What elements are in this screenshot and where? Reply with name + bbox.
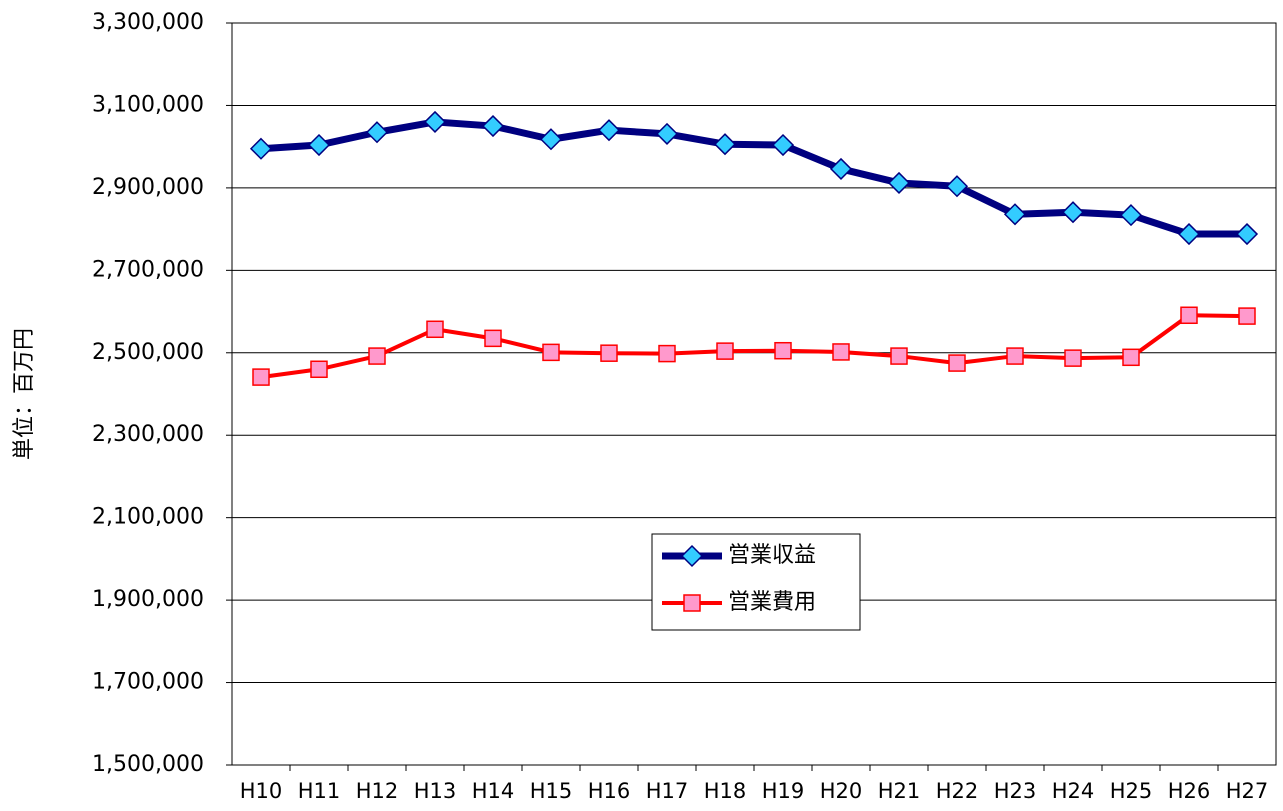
legend-label: 営業収益: [728, 543, 816, 568]
diamond-marker: [1003, 203, 1027, 226]
y-tick-label: 3,300,000: [92, 10, 204, 35]
legend-box: [651, 533, 861, 631]
diamond-marker: [365, 121, 389, 144]
legend-marker: [680, 544, 704, 568]
diamond-marker: [249, 137, 273, 160]
y-tick-label: 2,100,000: [92, 505, 204, 530]
diamond-marker: [713, 133, 737, 156]
square-marker: [1006, 347, 1024, 365]
legend-label: 営業費用: [728, 590, 816, 615]
diamond-marker: [1235, 222, 1259, 246]
square-marker: [1238, 307, 1256, 325]
y-tick-label: 2,700,000: [92, 257, 204, 282]
x-tick-label: H17: [646, 779, 689, 803]
square-marker: [484, 329, 502, 348]
square-marker: [310, 360, 328, 379]
square-marker: [948, 354, 966, 372]
series-line: [260, 313, 1248, 380]
x-tick-label: H11: [298, 779, 341, 803]
square-marker: [832, 343, 850, 361]
y-tick-label: 1,500,000: [92, 752, 204, 777]
x-tick-label: H15: [530, 779, 573, 803]
diamond-marker: [597, 119, 621, 142]
x-tick-label: H13: [414, 779, 457, 803]
diamond-marker: [771, 133, 795, 157]
diamond-marker: [945, 175, 969, 198]
y-tick-label: 1,700,000: [92, 670, 204, 695]
plot-border: [231, 22, 1277, 766]
x-tick-label: H18: [704, 779, 747, 803]
x-tick-label: H14: [472, 779, 515, 803]
square-marker: [1180, 306, 1198, 325]
diamond-marker: [423, 110, 447, 133]
diamond-marker: [481, 114, 505, 138]
series-line: [260, 118, 1247, 238]
x-tick-label: H21: [878, 779, 921, 803]
x-tick-label: H26: [1168, 779, 1211, 803]
square-marker: [890, 347, 908, 365]
y-tick-label: 2,900,000: [92, 175, 204, 200]
square-marker: [426, 320, 444, 339]
square-marker: [542, 343, 560, 362]
y-tick-label: 2,500,000: [92, 340, 204, 365]
square-marker: [1064, 349, 1082, 367]
square-marker: [774, 341, 792, 360]
square-marker: [600, 344, 618, 362]
diamond-marker: [539, 128, 563, 151]
y-tick-label: 2,300,000: [92, 422, 204, 447]
x-tick-label: H24: [1052, 779, 1095, 803]
square-marker: [368, 347, 386, 365]
y-tick-label: 1,900,000: [92, 587, 204, 612]
x-tick-label: H27: [1226, 779, 1269, 803]
square-marker: [252, 368, 270, 386]
x-tick-label: H16: [588, 779, 631, 803]
x-tick-label: H12: [356, 779, 399, 803]
diamond-marker: [655, 122, 679, 145]
x-tick-label: H20: [820, 779, 863, 803]
square-marker: [1122, 348, 1140, 367]
diamond-marker: [1061, 201, 1085, 224]
diamond-marker: [1119, 204, 1143, 227]
diamond-marker: [829, 157, 853, 180]
x-tick-label: H25: [1110, 779, 1153, 803]
diamond-marker: [887, 171, 911, 195]
diamond-marker: [307, 133, 331, 157]
x-tick-label: H22: [936, 779, 979, 803]
x-tick-label: H10: [240, 779, 283, 803]
y-axis-label: 単位：百万円: [12, 328, 37, 460]
square-marker: [716, 342, 734, 360]
x-tick-label: H19: [762, 779, 805, 803]
legend-marker: [683, 594, 701, 612]
y-tick-label: 3,100,000: [92, 92, 204, 117]
square-marker: [658, 344, 676, 363]
diamond-marker: [1177, 222, 1201, 246]
x-tick-label: H23: [994, 779, 1037, 803]
